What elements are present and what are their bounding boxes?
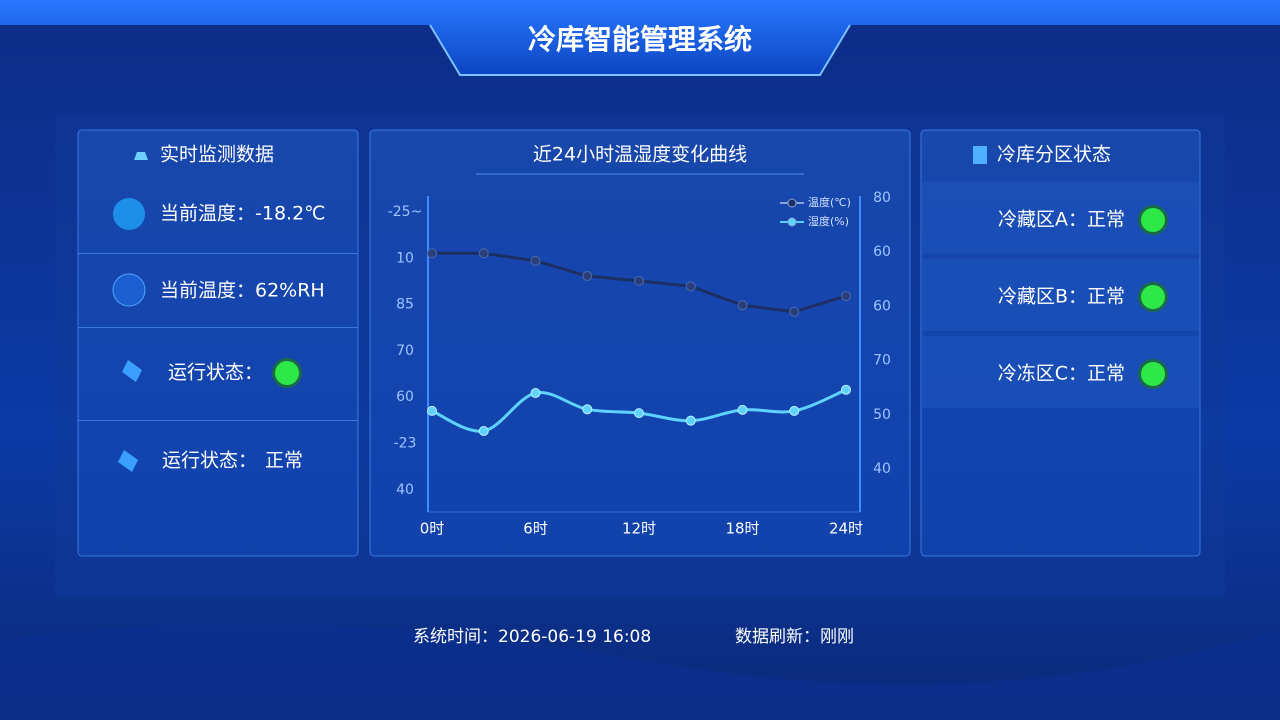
item-label: 当前温度：-18.2℃ — [160, 203, 326, 225]
status-dot — [1141, 285, 1165, 309]
y2-tick-label: 80 — [873, 190, 891, 206]
y2-tick-label: 60 — [873, 298, 891, 314]
y2-tick-label: 70 — [873, 353, 891, 369]
point — [634, 408, 644, 419]
y-tick-label: -23 — [394, 436, 417, 452]
point — [841, 291, 851, 302]
point — [582, 271, 593, 282]
header-bar — [0, 0, 1280, 75]
point — [478, 248, 489, 259]
icon — [122, 360, 142, 382]
panel-title: 冷库分区状态 — [997, 144, 1111, 166]
legend-marker — [787, 198, 797, 208]
x-tick-label: 6时 — [523, 520, 548, 538]
y2-tick-label: 50 — [873, 407, 891, 423]
icon — [973, 146, 987, 164]
point — [427, 405, 437, 416]
x-tick-label: 0时 — [420, 520, 445, 538]
y-tick-label: 40 — [396, 482, 414, 498]
refresh: 数据刷新：刚刚 — [735, 627, 854, 647]
divider — [78, 253, 358, 254]
icon — [134, 152, 148, 160]
item-value: 正常 — [265, 450, 303, 472]
divider — [78, 420, 358, 421]
zone-label: 冷冻区C：正常 — [998, 363, 1125, 385]
point — [841, 384, 851, 395]
point — [737, 300, 748, 311]
point — [427, 248, 437, 259]
point — [789, 405, 800, 416]
y-tick-label: 70 — [396, 343, 414, 359]
left-panel — [77, 129, 359, 557]
y-tick-label: 85 — [396, 297, 414, 313]
x-tick-label: 18时 — [725, 520, 759, 538]
point — [634, 275, 644, 286]
header-edge — [429, 24, 851, 76]
panel-title: 实时监测数据 — [160, 144, 274, 166]
point — [478, 425, 489, 436]
item-label: 运行状态： — [168, 362, 263, 384]
point — [530, 255, 541, 266]
zone-label: 冷藏区B：正常 — [998, 286, 1125, 308]
status-dot — [1141, 208, 1165, 232]
point — [685, 415, 696, 426]
system-time: 系统时间：2026-06-19 16:08 — [413, 627, 651, 647]
point — [530, 388, 541, 399]
y-tick-label: -25~ — [388, 204, 423, 220]
point — [789, 306, 800, 317]
zone-label: 冷藏区A：正常 — [998, 209, 1125, 231]
status-dot — [275, 361, 299, 385]
icon — [113, 198, 145, 230]
chart: -25~ 10 85 70 60 -23 40 80 60 60 70 50 40 0时 6时 12时 18时 2… — [388, 190, 891, 538]
legend-marker — [787, 217, 797, 227]
chart-panel — [369, 129, 911, 557]
status-dot — [1141, 362, 1165, 386]
point — [737, 404, 748, 415]
point — [582, 404, 593, 415]
icon — [118, 450, 138, 472]
y-tick-label: 10 — [396, 250, 414, 266]
x-tick-label: 12时 — [622, 520, 656, 538]
legend-label: 湿度(%) — [808, 214, 849, 228]
item-label: 当前温度：62%RH — [160, 280, 325, 302]
icon — [112, 273, 146, 307]
item-label: 运行状态： — [162, 450, 257, 472]
header-title: 冷库智能管理系统 — [528, 23, 752, 56]
divider — [78, 327, 358, 328]
legend-label: 温度(℃) — [808, 195, 851, 209]
x-tick-label: 24时 — [829, 520, 863, 538]
y2-tick-label: 60 — [873, 244, 891, 260]
y-tick-label: 60 — [396, 389, 414, 405]
chart-title: 近24小时温湿度变化曲线 — [533, 144, 747, 166]
point — [685, 281, 696, 292]
bottom-decor — [0, 624, 1280, 720]
y2-tick-label: 40 — [873, 461, 891, 477]
